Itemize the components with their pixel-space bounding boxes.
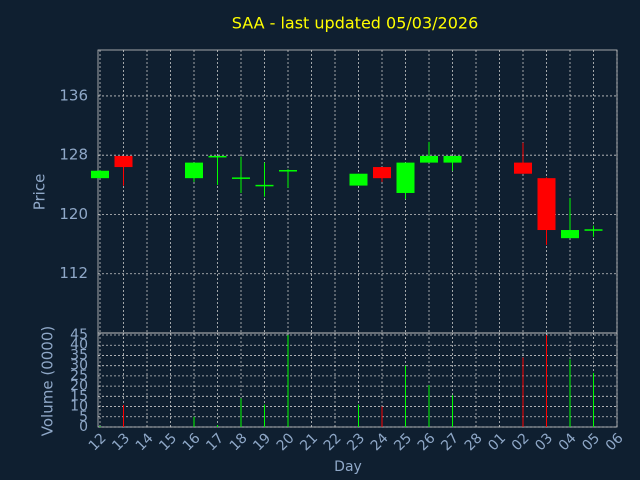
y-tick-label: 0	[79, 419, 88, 435]
candle-body	[114, 155, 133, 168]
candle-body	[537, 178, 556, 231]
y-tick-label: 25	[70, 368, 88, 384]
candle-body	[584, 229, 603, 231]
y-axis-label: Price	[31, 174, 49, 211]
candle-body	[232, 177, 250, 179]
y-tick-label: 30	[70, 358, 88, 374]
y-tick-label: 10	[70, 399, 88, 415]
y-tick-label: 5	[79, 409, 88, 425]
y-tick-label: 128	[59, 146, 88, 164]
chart-title: SAA - last updated 05/03/2026	[232, 14, 479, 33]
y-axis-label: Volume (0000)	[39, 326, 57, 436]
candle-body	[561, 230, 579, 239]
candle-body	[443, 155, 462, 163]
y-tick-label: 35	[70, 347, 88, 363]
y-tick-label: 136	[59, 86, 88, 104]
y-tick-label: 20	[70, 378, 88, 394]
candle-body	[279, 170, 297, 172]
plot-frame	[97, 332, 618, 428]
candle-body	[91, 170, 109, 179]
candle-body	[396, 162, 415, 193]
x-axis-label: Day	[334, 459, 362, 475]
y-tick-label: 120	[59, 205, 88, 223]
y-tick-label: 15	[70, 388, 88, 404]
y-tick-label: 40	[70, 337, 88, 353]
candle-body	[420, 155, 438, 163]
candle-body	[373, 167, 391, 179]
y-tick-label: 45	[70, 327, 88, 343]
candle-body	[349, 173, 368, 186]
candle-body	[255, 184, 274, 187]
candle-body	[208, 155, 227, 158]
y-tick-label: 112	[59, 264, 88, 282]
candle-body	[514, 162, 532, 174]
candle-body	[185, 162, 203, 179]
